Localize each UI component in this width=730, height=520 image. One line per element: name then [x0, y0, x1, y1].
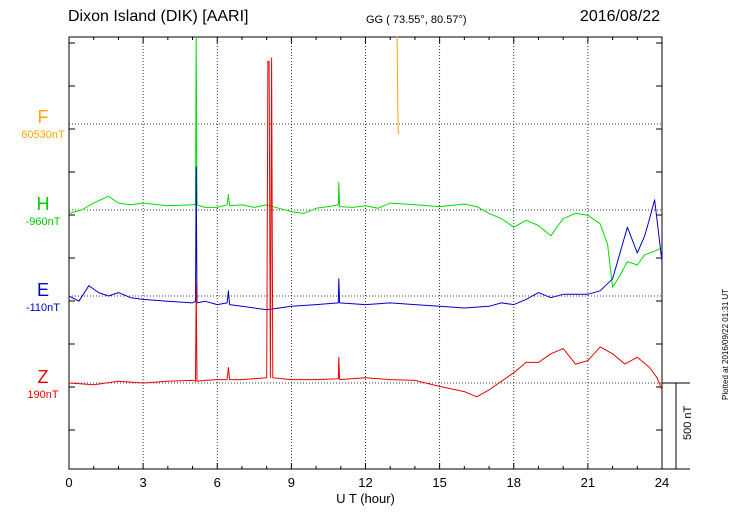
x-tick-label: 15 [432, 475, 446, 490]
x-tick-label: 24 [655, 475, 669, 490]
series-line-z [68, 57, 663, 398]
component-baseline-e: -110nT [25, 302, 61, 314]
x-tick-label: 18 [507, 475, 521, 490]
component-label-e: E -110nT [8, 280, 78, 314]
x-tick-label: 9 [288, 475, 295, 490]
series-line-f [396, 36, 400, 135]
component-name-h: H [36, 194, 50, 214]
plotted-timestamp: Plotted at 2016/09/22 01:31 UT [721, 288, 730, 400]
x-tick-label: 3 [140, 475, 147, 490]
x-tick-label: 21 [581, 475, 595, 490]
chart-date: 2016/08/22 [579, 8, 660, 25]
scale-bar-label: 500 nT [682, 405, 694, 440]
component-name-e: E [36, 280, 49, 300]
component-baseline-f: 60530nT [21, 129, 65, 141]
component-name-f: F [37, 107, 49, 127]
x-axis-label: U T (hour) [336, 491, 395, 506]
component-baseline-z: 190nT [27, 389, 59, 401]
series-line-h [68, 36, 663, 288]
component-label-f: F 60530nT [8, 107, 78, 141]
x-tick-label: 12 [358, 475, 372, 490]
x-tick-label: 0 [65, 475, 72, 490]
series-line-e [68, 166, 663, 311]
x-tick-label: 6 [214, 475, 221, 490]
component-name-z: Z [37, 367, 49, 387]
component-label-z: Z 190nT [8, 367, 78, 401]
component-label-h: H -960nT [8, 194, 78, 228]
geo-coords: GG ( 73.55°, 80.57°) [366, 14, 467, 26]
component-baseline-h: -960nT [25, 216, 61, 228]
station-title: Dixon Island (DIK) [AARI] [68, 8, 249, 25]
